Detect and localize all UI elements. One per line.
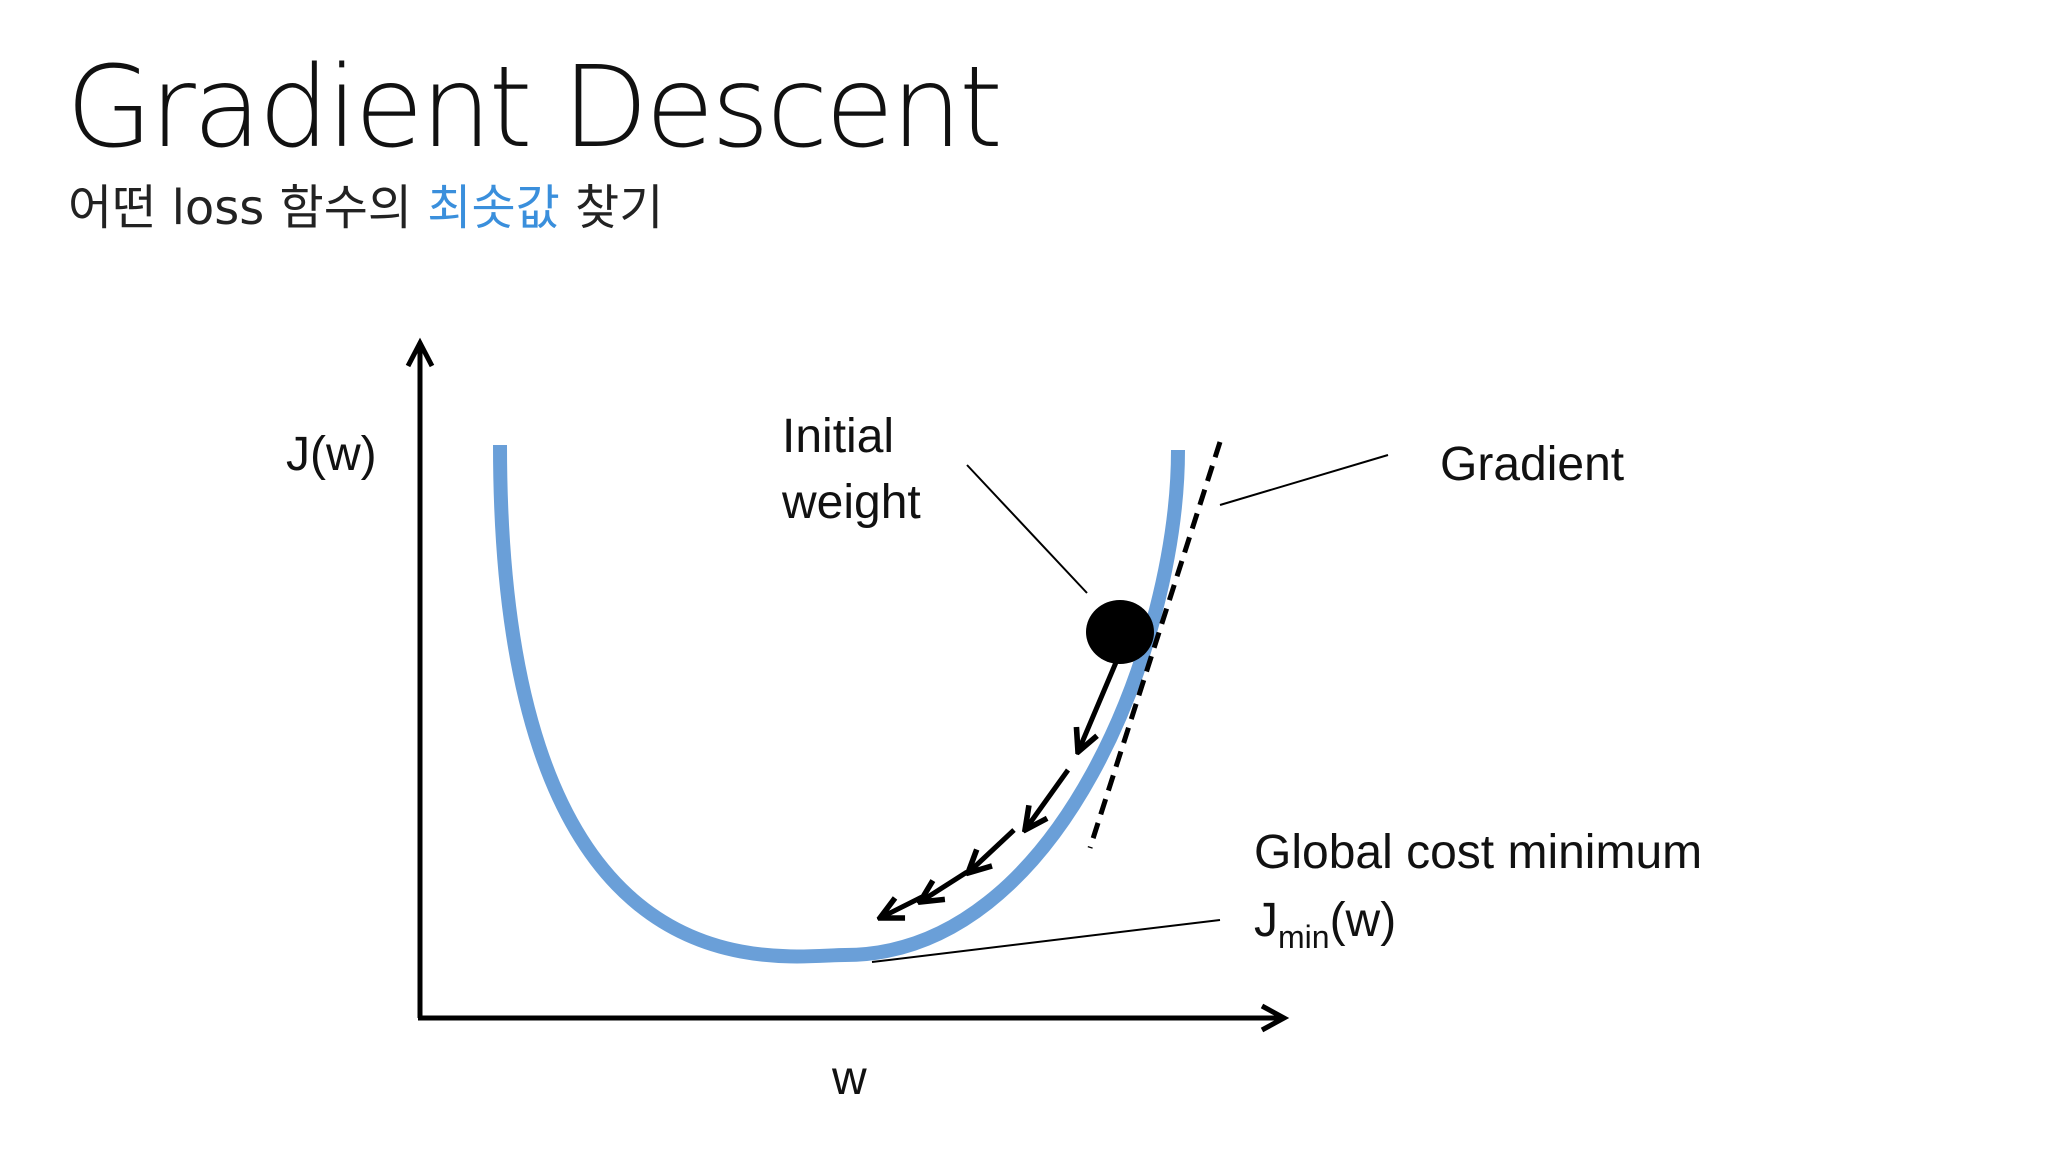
gradient-leader	[1219, 454, 1389, 506]
gradient-tangent-line	[1087, 441, 1223, 849]
subtitle-text-before: 어떤 loss 함수의	[68, 180, 428, 236]
global-minimum-label: Global cost minimum	[1254, 826, 1702, 879]
y-axis-label: J(w)	[286, 428, 377, 481]
step-arrow-4	[920, 869, 969, 902]
jmin-main: J	[1254, 894, 1278, 947]
jmin-label: Jmin(w)	[1254, 894, 1396, 955]
slide-subtitle: 어떤 loss 함수의 최솟값 찾기	[68, 182, 663, 235]
slide-title: Gradient Descent	[66, 43, 1003, 173]
initial-weight-label-line1: Initial	[782, 410, 894, 463]
initial-weight-leader	[966, 464, 1088, 594]
y-axis-arrowhead	[405, 337, 435, 368]
initial-weight-label-line2: weight	[781, 476, 921, 529]
gradient-label: Gradient	[1440, 438, 1624, 491]
jmin-subscript: min	[1278, 919, 1330, 955]
cost-curve	[493, 444, 1185, 964]
global-minimum-leader	[871, 919, 1221, 963]
step-arrow-1	[1078, 659, 1120, 752]
jmin-tail: (w)	[1330, 894, 1397, 947]
x-axis-arrowhead	[1260, 1003, 1290, 1033]
subtitle-highlight: 최솟값	[427, 180, 560, 236]
step-arrow-5	[880, 894, 924, 918]
step-arrow-2	[1025, 768, 1071, 830]
initial-weight-ball	[1086, 600, 1154, 664]
step-arrow-3	[968, 828, 1016, 873]
x-axis-label: w	[831, 1052, 867, 1105]
subtitle-text-after: 찾기	[559, 180, 664, 236]
